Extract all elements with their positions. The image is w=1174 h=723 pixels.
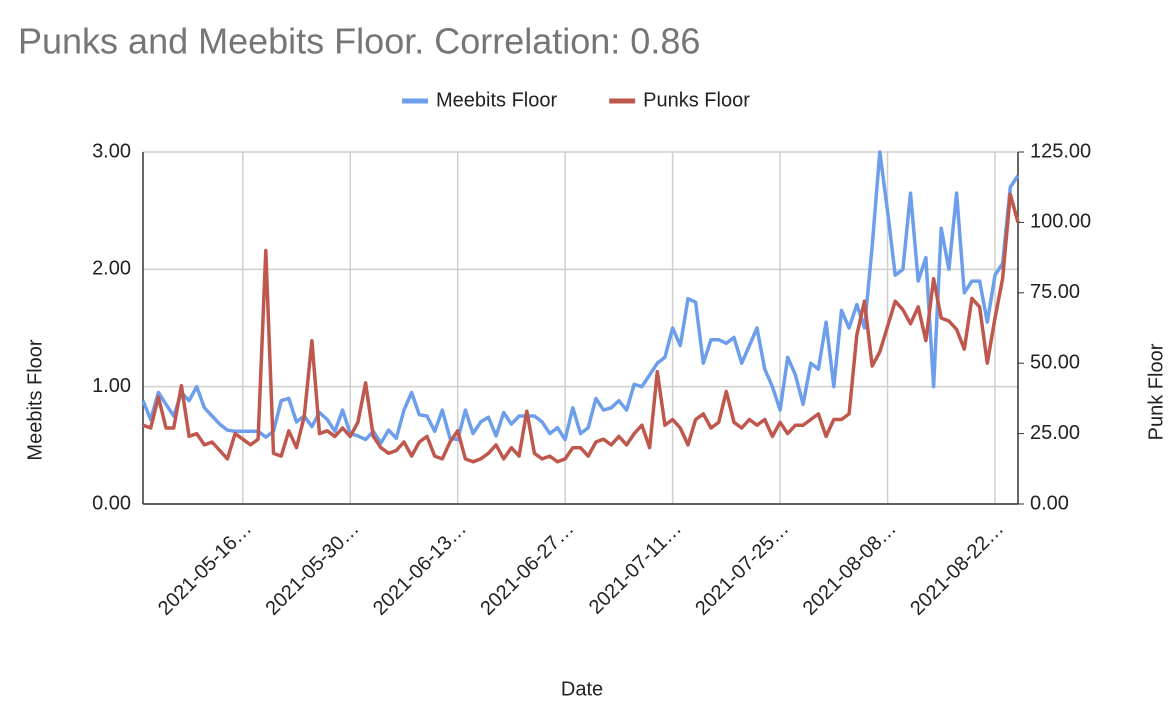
x-tick-label: 2021-08-22… xyxy=(906,518,1008,620)
y-tick-label: 2.00 xyxy=(92,258,131,280)
y2-tick-label: 50.00 xyxy=(1030,351,1080,373)
series-line xyxy=(142,192,1020,464)
y2-tick-label: 100.00 xyxy=(1030,211,1091,233)
legend-label: Punks Floor xyxy=(643,89,750,111)
y-tick-label: 1.00 xyxy=(92,375,131,397)
y2-axis-title: Punk Floor xyxy=(1145,343,1167,440)
series-line xyxy=(141,150,1020,445)
y2-tick-label: 0.00 xyxy=(1030,492,1069,514)
x-tick-label: 2021-07-25… xyxy=(691,518,793,620)
legend-label: Meebits Floor xyxy=(436,89,557,111)
chart-title: Punks and Meebits Floor. Correlation: 0.… xyxy=(18,21,700,62)
x-tick-label: 2021-06-13… xyxy=(369,518,471,620)
y-tick-label: 0.00 xyxy=(92,492,131,514)
x-tick-label: 2021-05-30… xyxy=(261,518,363,620)
x-tick-label: 2021-07-11… xyxy=(585,518,686,619)
y2-tick-label: 25.00 xyxy=(1030,422,1080,444)
x-tick-label: 2021-05-16… xyxy=(154,518,256,620)
y2-tick-label: 75.00 xyxy=(1030,281,1080,303)
y-tick-label: 3.00 xyxy=(92,140,131,162)
x-tick-label: 2021-06-27… xyxy=(476,518,578,620)
x-axis-title: Date xyxy=(561,678,603,700)
y-axis-title: Meebits Floor xyxy=(24,339,46,460)
x-tick-label: 2021-08-08… xyxy=(799,518,901,620)
y2-tick-label: 125.00 xyxy=(1030,140,1091,162)
